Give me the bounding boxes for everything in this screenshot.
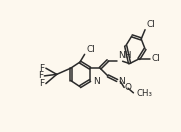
Text: F: F xyxy=(39,64,44,73)
Text: F: F xyxy=(38,71,43,80)
Text: Cl: Cl xyxy=(86,45,95,54)
Text: Cl: Cl xyxy=(147,20,155,29)
Text: N: N xyxy=(118,77,125,86)
Text: O: O xyxy=(125,83,132,92)
Text: N: N xyxy=(93,77,100,86)
Text: CH₃: CH₃ xyxy=(136,89,153,98)
Text: Cl: Cl xyxy=(151,55,160,63)
Text: NH: NH xyxy=(118,51,131,60)
Text: F: F xyxy=(39,79,44,88)
